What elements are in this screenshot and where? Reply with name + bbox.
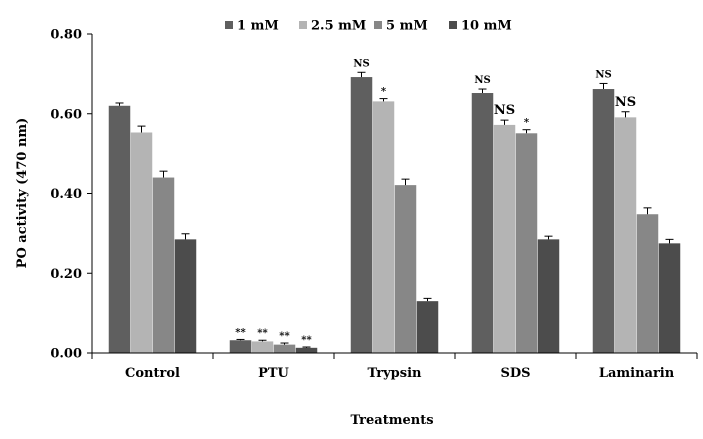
bar (152, 177, 175, 353)
x-tick-label: Laminarin (599, 366, 675, 381)
x-tick-label: SDS (500, 366, 530, 381)
legend-swatch (449, 21, 457, 29)
bar (493, 124, 516, 353)
x-axis: Control PTU Trypsin SDS Laminarin (91, 352, 698, 381)
legend-label: 5 mM (386, 19, 428, 34)
x-tick-label: Control (125, 366, 180, 381)
x-tick-label: PTU (258, 366, 289, 381)
significance-label: ** (301, 335, 312, 346)
x-tick-label: Trypsin (368, 366, 422, 381)
significance-label: ** (235, 327, 246, 338)
bar (658, 243, 681, 353)
significance-label: * (524, 118, 530, 129)
bar (251, 341, 274, 353)
bar (471, 93, 494, 353)
bar (614, 117, 637, 354)
bar (592, 89, 615, 353)
legend-label: 10 mM (461, 19, 512, 34)
bar (130, 132, 153, 353)
legend: 1 mM 2.5 mM 5 mM 10 mM (225, 19, 512, 34)
legend-swatch (374, 21, 382, 29)
legend-swatch (225, 21, 233, 29)
significance-label: ** (279, 331, 290, 342)
legend-swatch (299, 21, 307, 29)
significance-label: NS (353, 58, 369, 69)
y-tick-label: 0.40 (50, 187, 82, 202)
y-tick-label: 0.80 (50, 28, 82, 43)
legend-label: 1 mM (237, 19, 279, 34)
bar (372, 101, 395, 353)
y-axis: 0.00 0.20 0.40 0.60 0.80 (50, 28, 93, 362)
bar (174, 239, 197, 353)
bars-group: ** ** ** ** NS * NS NS * NS NS (108, 58, 681, 354)
bar (537, 239, 560, 353)
y-tick-label: 0.60 (50, 107, 82, 122)
bar (636, 214, 659, 353)
bar (273, 344, 296, 353)
significance-label: ** (257, 328, 268, 339)
significance-label: NS (494, 103, 515, 118)
bar (350, 77, 373, 353)
y-tick-label: 0.20 (50, 267, 82, 282)
bar (229, 340, 252, 353)
x-axis-title: Treatments (350, 413, 433, 428)
significance-label: NS (615, 95, 636, 110)
legend-label: 2.5 mM (311, 19, 366, 34)
significance-label: * (381, 87, 387, 98)
bar (295, 347, 318, 353)
y-tick-label: 0.00 (50, 347, 82, 362)
y-axis-title: PO activity (470 nm) (15, 118, 30, 269)
bar (515, 133, 538, 353)
significance-label: NS (595, 69, 611, 80)
significance-label: NS (474, 75, 490, 86)
bar (416, 301, 439, 353)
bar (394, 185, 417, 353)
bar (108, 105, 131, 354)
